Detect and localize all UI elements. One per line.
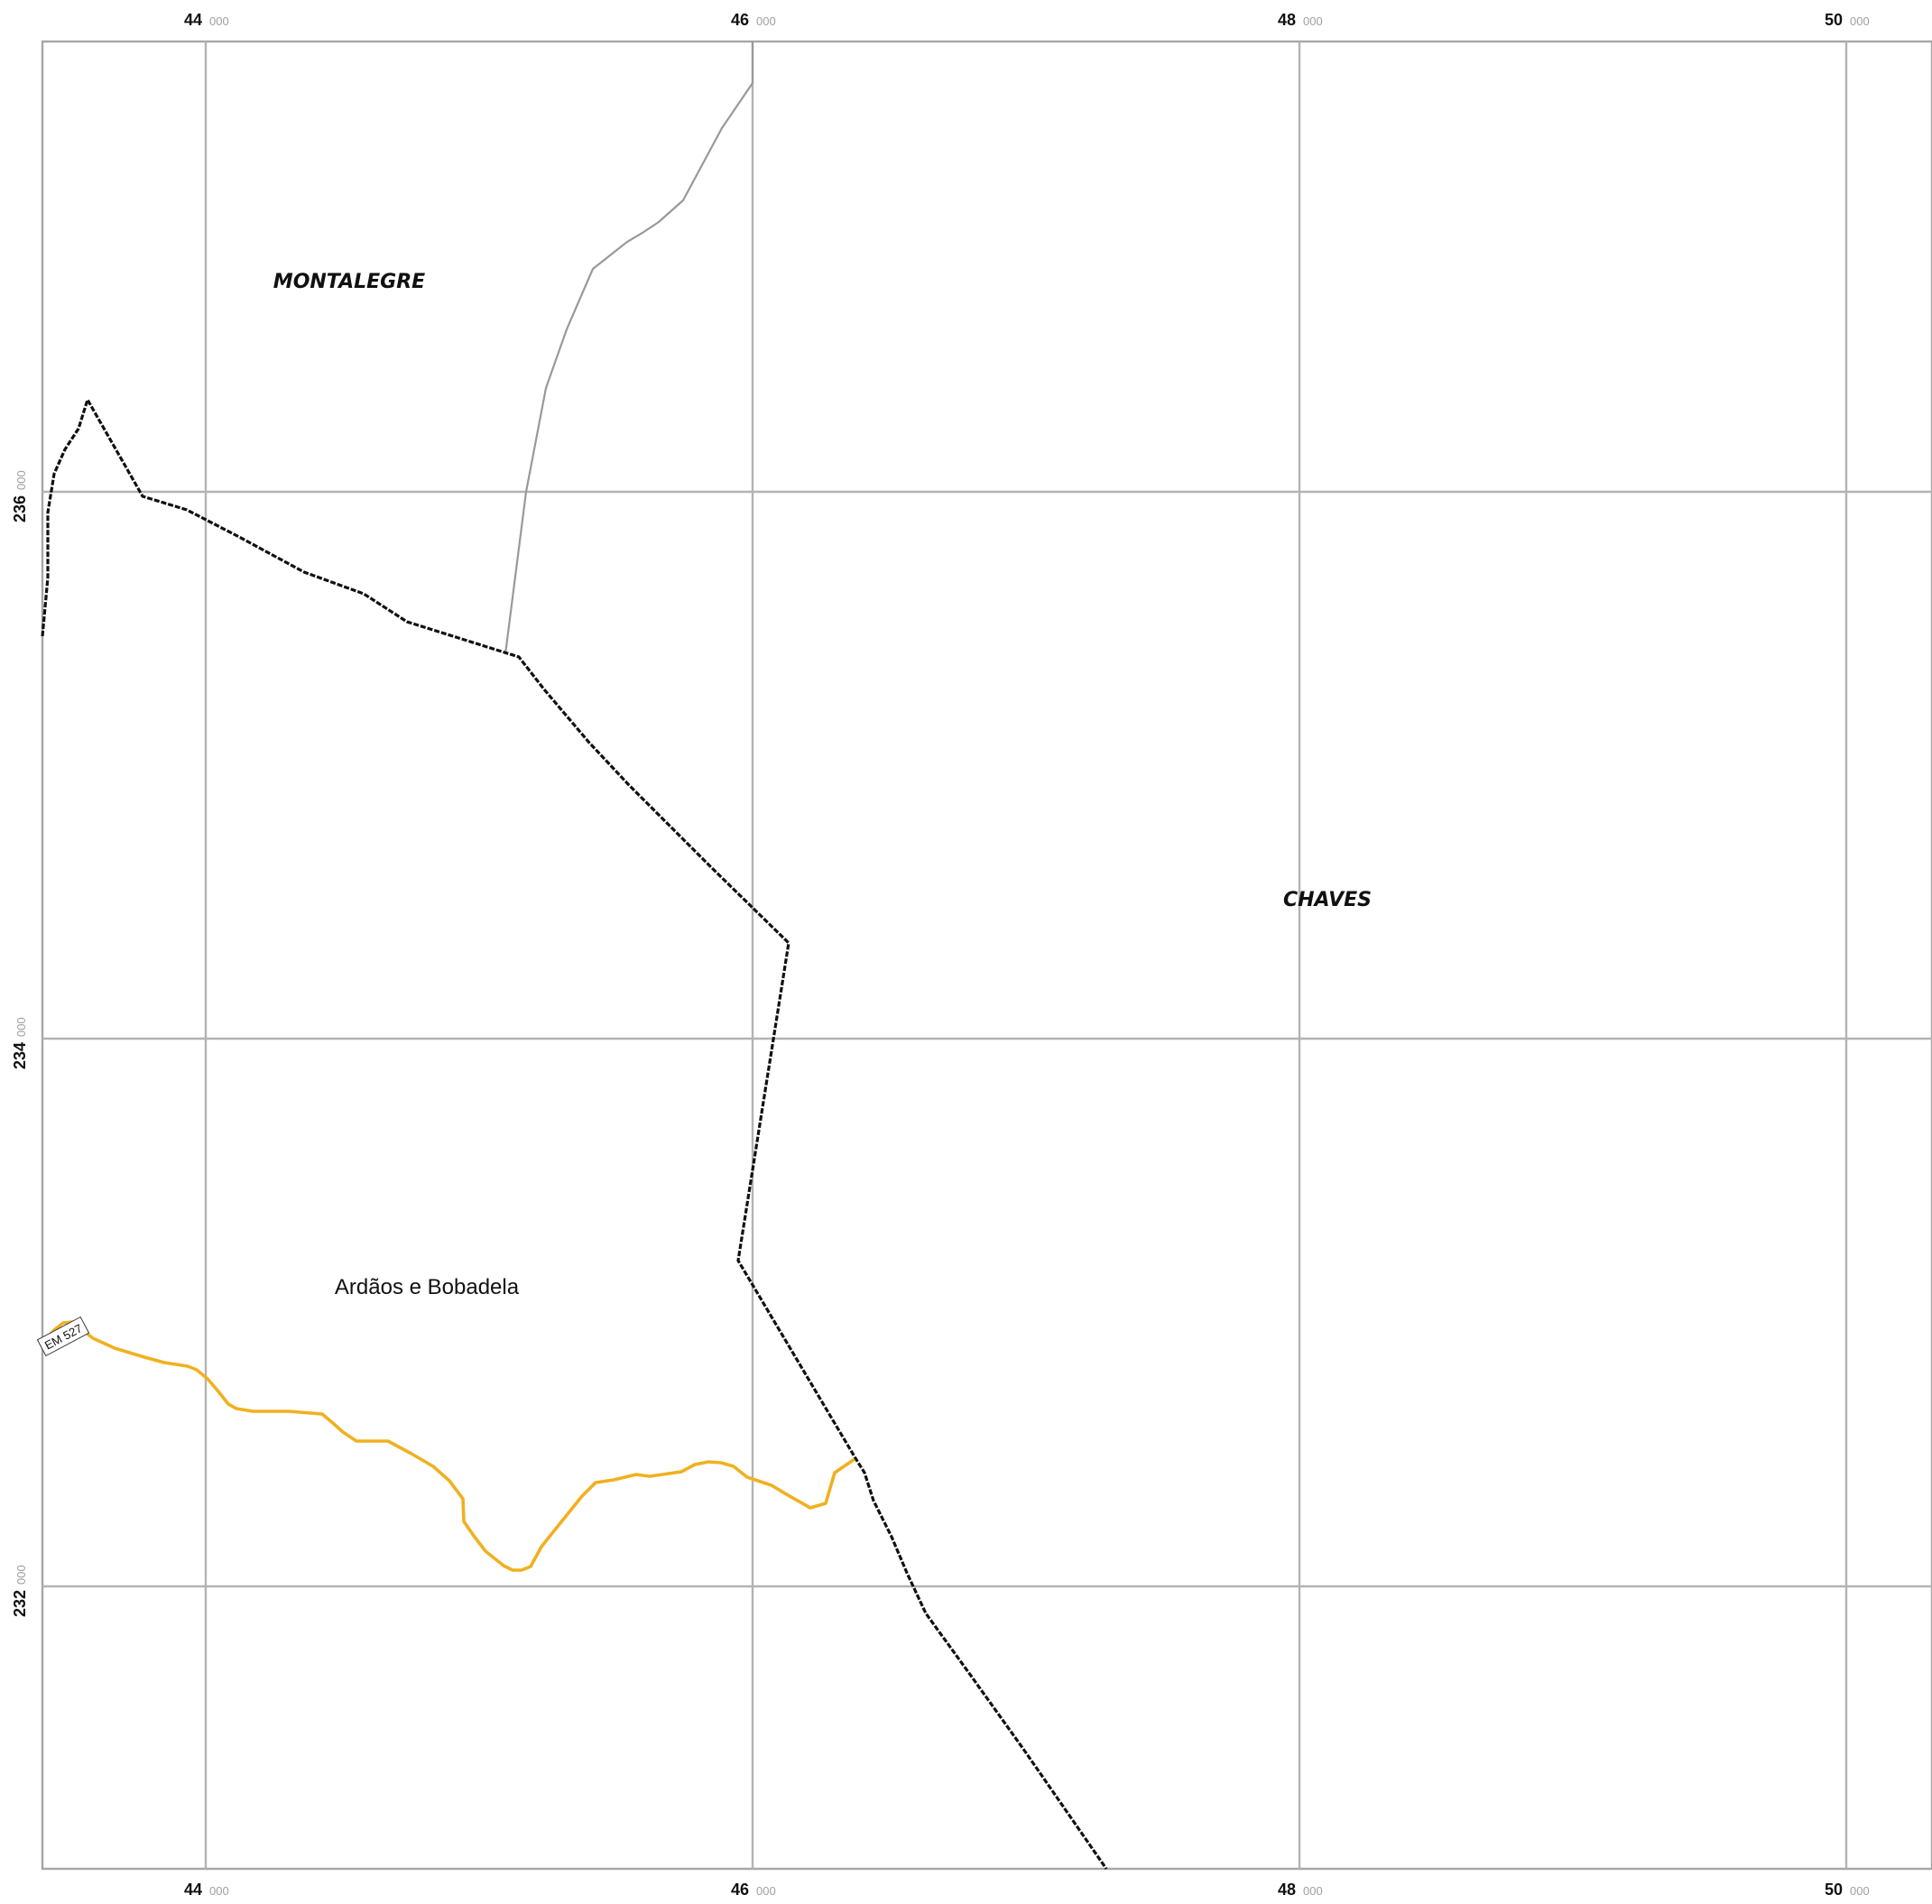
left-y-label-236: 236 000 [11, 470, 29, 522]
bottom-x-label-44: 44 [184, 1881, 202, 1899]
left-coordinate-labels: 236 000 234 000 232 000 [11, 470, 29, 1617]
top-x-minor-44: 000 [209, 14, 229, 28]
svg-text:234: 234 [11, 1042, 29, 1069]
bottom-x-minor-44: 000 [209, 1884, 229, 1898]
top-coordinate-labels: 44 000 46 000 48 000 50 000 [184, 11, 1870, 29]
top-x-label-48: 48 [1278, 11, 1296, 29]
left-y-label-232: 232 000 [11, 1565, 29, 1617]
bottom-x-label-50: 50 [1825, 1881, 1843, 1899]
top-x-label-44: 44 [184, 11, 202, 29]
svg-text:000: 000 [14, 470, 28, 490]
municipal-boundary [41, 396, 1108, 1870]
top-x-minor-46: 000 [756, 14, 776, 28]
top-x-label-46: 46 [731, 11, 749, 29]
road-shield-box [36, 1316, 90, 1357]
bottom-x-label-48: 48 [1278, 1881, 1296, 1899]
grid-lines [42, 42, 1932, 1869]
parish-boundary [504, 42, 754, 655]
road-em527 [41, 1320, 856, 1572]
bottom-x-minor-48: 000 [1303, 1884, 1323, 1898]
bottom-x-minor-50: 000 [1850, 1884, 1870, 1898]
municipality-label-montalegre: MONTALEGRE [273, 271, 425, 293]
top-x-minor-48: 000 [1303, 14, 1323, 28]
left-y-label-234: 234 000 [11, 1017, 29, 1069]
svg-text:000: 000 [14, 1017, 28, 1037]
bottom-x-minor-46: 000 [756, 1884, 776, 1898]
top-x-label-50: 50 [1825, 11, 1843, 29]
svg-text:236: 236 [11, 495, 29, 522]
bottom-x-label-46: 46 [731, 1881, 749, 1899]
municipality-label-chaves: CHAVES [1283, 889, 1372, 911]
svg-text:232: 232 [11, 1590, 29, 1617]
bottom-coordinate-labels: 44 000 46 000 48 000 50 000 [184, 1881, 1870, 1899]
parish-label-ardaos-e-bobadela: Ardãos e Bobadela [335, 1275, 520, 1299]
top-x-minor-50: 000 [1850, 14, 1870, 28]
svg-text:000: 000 [14, 1565, 28, 1585]
map-frame [41, 40, 1932, 1871]
